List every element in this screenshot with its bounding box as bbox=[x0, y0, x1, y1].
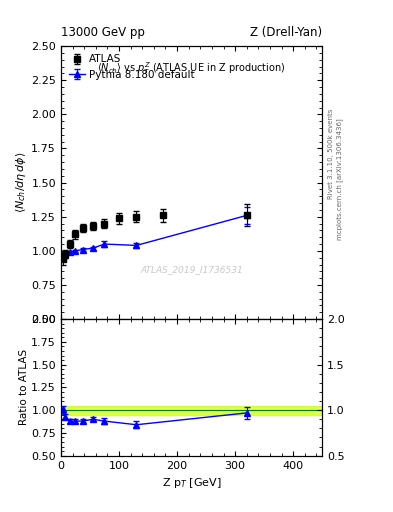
X-axis label: Z p$_{T}$ [GeV]: Z p$_{T}$ [GeV] bbox=[162, 476, 222, 490]
Y-axis label: $\langle N_{ch}/d\eta\, d\phi\rangle$: $\langle N_{ch}/d\eta\, d\phi\rangle$ bbox=[15, 152, 28, 214]
Legend: ATLAS, Pythia 8.180 default: ATLAS, Pythia 8.180 default bbox=[66, 51, 198, 83]
Text: Z (Drell-Yan): Z (Drell-Yan) bbox=[250, 26, 322, 39]
Text: 13000 GeV pp: 13000 GeV pp bbox=[61, 26, 145, 39]
Text: $\langle N_{ch}\rangle$ vs $p^{Z}_{T}$ (ATLAS UE in Z production): $\langle N_{ch}\rangle$ vs $p^{Z}_{T}$ (… bbox=[97, 60, 286, 76]
Bar bbox=[61, 406, 322, 415]
Text: ATLAS_2019_I1736531: ATLAS_2019_I1736531 bbox=[140, 266, 243, 274]
Text: mcplots.cern.ch [arXiv:1306.3436]: mcplots.cern.ch [arXiv:1306.3436] bbox=[336, 118, 343, 240]
Y-axis label: Ratio to ATLAS: Ratio to ATLAS bbox=[18, 349, 29, 425]
Text: Rivet 3.1.10, 500k events: Rivet 3.1.10, 500k events bbox=[328, 109, 334, 199]
